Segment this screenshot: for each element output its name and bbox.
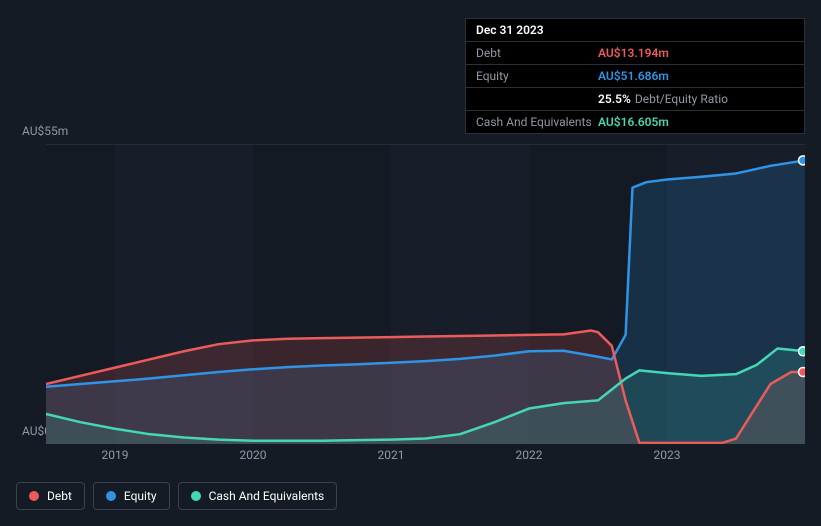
chart-svg (46, 144, 805, 444)
chart-container (16, 128, 805, 444)
legend-swatch (191, 491, 201, 501)
legend-label: Debt (47, 489, 72, 503)
tooltip-row-cash: Cash And Equivalents AU$16.605m (466, 111, 804, 133)
chart-legend: Debt Equity Cash And Equivalents (16, 482, 337, 510)
legend-label: Cash And Equivalents (209, 489, 325, 503)
x-tick: 2020 (240, 448, 267, 462)
tooltip-value: AU$51.686m (598, 69, 669, 83)
tooltip-row-equity: Equity AU$51.686m (466, 65, 804, 88)
tooltip-row-debt: Debt AU$13.194m (466, 42, 804, 65)
x-tick: 2022 (516, 448, 543, 462)
legend-item[interactable]: Debt (16, 482, 85, 510)
tooltip-date: Dec 31 2023 (476, 23, 544, 37)
legend-item[interactable]: Cash And Equivalents (178, 482, 338, 510)
chart-plot[interactable] (46, 144, 805, 444)
legend-label: Equity (124, 489, 157, 503)
data-tooltip: Dec 31 2023 Debt AU$13.194m Equity AU$51… (465, 18, 805, 134)
tooltip-value: AU$13.194m (598, 46, 669, 60)
legend-swatch (106, 491, 116, 501)
x-tick: 2019 (102, 448, 129, 462)
ratio-label: Debt/Equity Ratio (635, 92, 728, 106)
x-tick: 2021 (378, 448, 405, 462)
x-axis: 2019 2020 2021 2022 2023 (46, 448, 805, 468)
tooltip-label (476, 92, 598, 106)
tooltip-label: Equity (476, 69, 598, 83)
tooltip-label: Cash And Equivalents (476, 115, 598, 129)
x-tick: 2023 (654, 448, 681, 462)
ratio-pct: 25.5% (598, 92, 631, 106)
tooltip-row-ratio: 25.5% Debt/Equity Ratio (466, 88, 804, 111)
tooltip-label: Debt (476, 46, 598, 60)
tooltip-date-row: Dec 31 2023 (466, 19, 804, 42)
legend-swatch (29, 491, 39, 501)
tooltip-value: AU$16.605m (598, 115, 669, 129)
legend-item[interactable]: Equity (93, 482, 170, 510)
tooltip-ratio: 25.5% Debt/Equity Ratio (598, 92, 728, 106)
